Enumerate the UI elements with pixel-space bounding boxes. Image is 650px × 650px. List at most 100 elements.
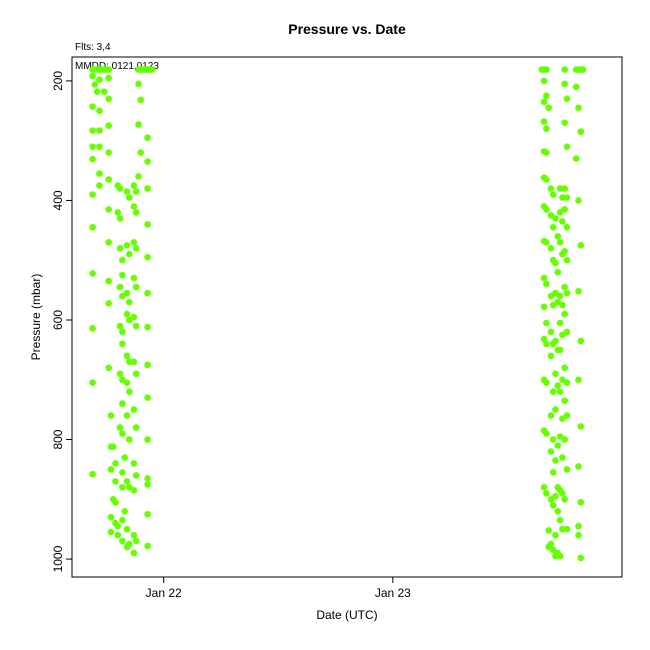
data-point [559,490,566,497]
data-point [545,527,552,534]
data-point [130,487,138,494]
data-point [577,554,585,562]
data-point [577,242,585,249]
data-point [89,155,96,163]
data-point [559,301,566,309]
data-point [547,328,555,336]
data-point [552,259,559,267]
data-point [563,289,571,297]
data-point [123,188,131,195]
data-point [130,549,138,557]
data-point [559,525,566,533]
data-point [556,346,564,354]
data-point [552,493,559,500]
data-point [543,490,550,497]
data-point [556,516,564,524]
data-point [119,256,126,264]
data-point [132,370,140,378]
data-point [144,323,151,331]
data-point [126,194,133,201]
data-point [540,77,548,85]
data-point [105,277,112,285]
data-point [547,540,555,548]
data-point [543,92,550,100]
data-point [144,436,151,443]
data-point [123,379,131,387]
data-point [577,423,585,430]
data-point [96,76,103,83]
data-point [144,253,151,261]
data-point [114,522,122,530]
data-point [105,239,112,246]
x-tick-label: Jan 22 [146,586,182,600]
data-point [547,412,555,419]
data-point [572,155,580,162]
data-point [96,107,103,115]
data-point [107,466,115,473]
data-point [119,271,126,279]
data-point [121,508,128,515]
data-point [563,412,571,419]
data-point [135,173,142,180]
data-point [559,218,566,225]
data-point [119,328,126,336]
data-point [105,300,112,307]
data-point [549,469,557,476]
data-point [552,215,559,222]
chart-title: Pressure vs. Date [288,21,406,37]
data-point [575,288,582,295]
data-point [547,448,555,455]
data-point [552,406,559,413]
data-point [119,516,126,524]
data-point [116,424,124,431]
data-point [552,457,559,464]
data-point [540,118,548,125]
data-point [543,379,550,387]
data-points [89,66,587,562]
data-point [105,176,112,183]
data-point [112,478,119,485]
data-point [561,397,568,405]
data-point [130,358,138,366]
data-point [126,250,133,258]
data-point [572,83,580,91]
data-point [561,310,568,318]
data-point [577,499,585,506]
data-point [130,313,138,321]
data-point [137,149,144,156]
data-point [556,185,564,192]
data-point [126,388,133,396]
data-point [554,508,562,515]
data-point [119,400,126,408]
data-point [135,121,142,128]
data-point [126,298,133,306]
data-point [130,460,138,467]
data-point [93,88,101,95]
data-point [579,66,587,73]
data-point [89,143,96,150]
data-point [554,233,562,240]
data-point [144,394,151,402]
x-axis: Jan 22 Jan 23 [146,577,411,600]
data-point [119,430,126,437]
data-point [552,552,559,560]
data-point [96,143,103,150]
data-point [119,484,126,491]
data-point [575,531,582,539]
data-point [547,185,555,192]
data-point [563,194,571,201]
data-point [575,522,582,530]
data-point [148,66,156,73]
y-axis-label: Pressure (mbar) [29,274,43,361]
data-point [552,337,559,345]
data-point [563,466,571,473]
data-point [545,104,552,112]
data-point [552,531,559,539]
data-point [100,88,108,95]
data-point [561,119,568,126]
data-point [96,182,103,189]
data-point [549,502,557,509]
y-tick-label: 1000 [51,545,65,572]
data-point [119,469,126,476]
